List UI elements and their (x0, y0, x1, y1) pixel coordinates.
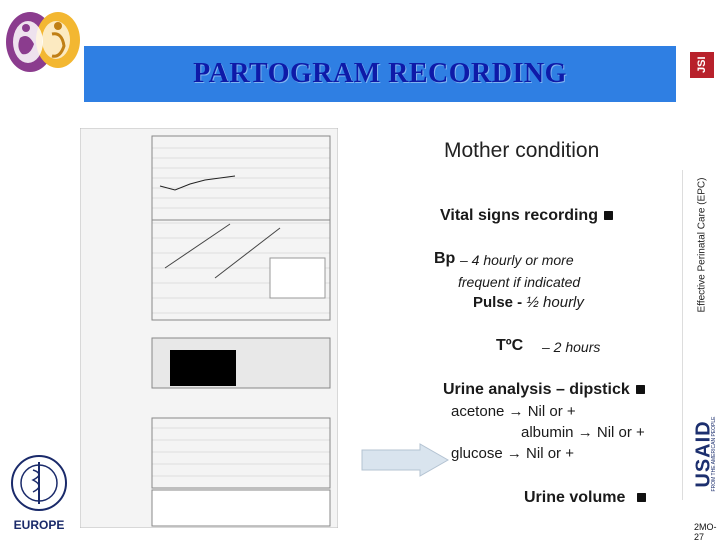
jsi-logo: JSI (690, 52, 714, 78)
urine-analysis-label: Urine analysis – dipstick (443, 381, 630, 398)
page-title: PARTOGRAM RECORDING (193, 58, 567, 89)
vital-signs-item: Vital signs recording (440, 207, 613, 225)
temperature-label: TºC (496, 337, 524, 354)
side-label-text: Effective Perinatal Care (EPC) (696, 177, 708, 313)
usaid-logo: USAID FROM THE AMERICAN PEOPLE (690, 404, 718, 504)
who-logo: EUROPE (2, 452, 76, 538)
epc-logo-icon (6, 12, 80, 72)
usaid-tagline: FROM THE AMERICAN PEOPLE (711, 416, 717, 492)
pulse-item: Pulse - ½ hourly (473, 294, 584, 311)
checkbox-bullet-icon (603, 211, 613, 221)
pulse-label: Pulse - (473, 294, 523, 311)
pulse-value: ½ hourly (526, 294, 584, 311)
urine-volume-label: Urine volume (524, 489, 626, 506)
glucose-line: glucose → Nil or + (451, 445, 574, 462)
temperature-value: – 2 hours (542, 339, 601, 355)
bp-value-continued: frequent if indicated (458, 274, 581, 290)
slide-code: 2MO-27 (694, 522, 717, 542)
urine-volume-item: Urine volume (524, 489, 647, 507)
vital-signs-label: Vital signs recording (440, 207, 598, 224)
albumin-line: albumin → Nil or + (521, 424, 645, 441)
section-heading: Mother condition (444, 139, 600, 162)
side-label: Effective Perinatal Care (EPC) (682, 175, 720, 315)
acetone-line: acetone → Nil or + (451, 403, 576, 420)
title-banner: PARTOGRAM RECORDING (84, 46, 676, 102)
checkbox-bullet-icon (635, 385, 645, 395)
who-emblem-icon (11, 455, 67, 511)
arrow-icon (361, 443, 450, 477)
partograph-image-icon (80, 128, 338, 528)
divider (682, 170, 683, 500)
urine-analysis-item: Urine analysis – dipstick (443, 381, 645, 399)
bp-label: Bp (434, 250, 456, 267)
bp-value: – 4 hourly or more (460, 252, 574, 268)
who-europe-label: EUROPE (13, 518, 65, 532)
checkbox-bullet-icon (637, 493, 647, 503)
